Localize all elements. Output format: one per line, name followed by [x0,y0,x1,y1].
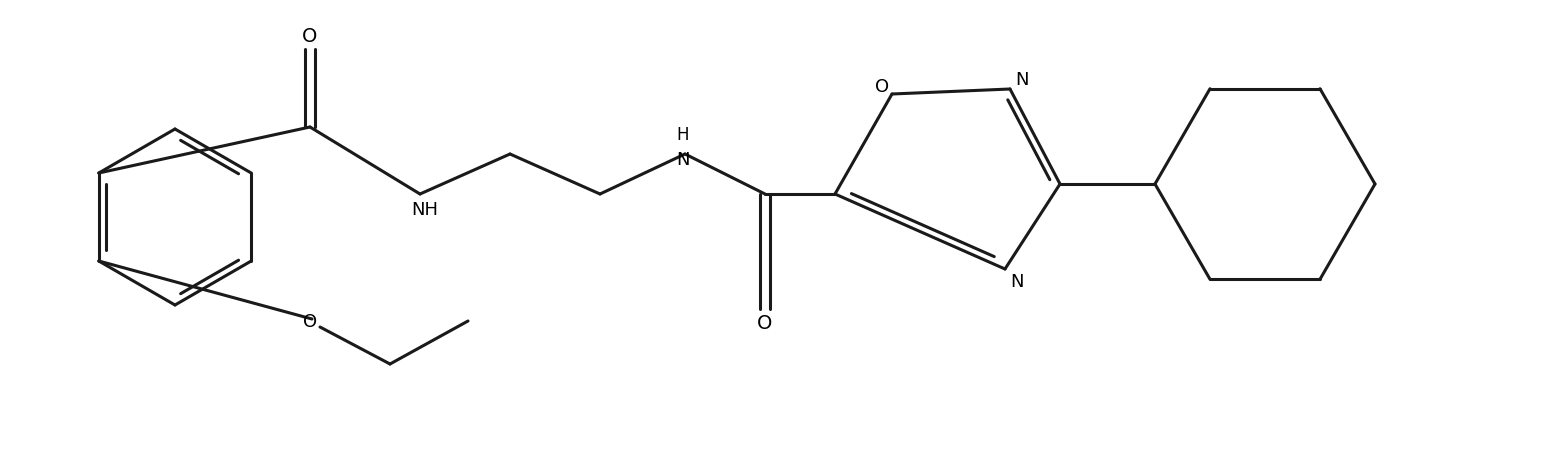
Text: N: N [677,151,689,169]
Text: O: O [875,78,889,96]
Text: O: O [302,27,318,46]
Text: NH: NH [412,201,438,219]
Text: H: H [677,126,689,144]
Text: O: O [302,312,316,330]
Text: O: O [758,314,772,333]
Text: N: N [1010,272,1024,290]
Text: N: N [1015,71,1029,89]
